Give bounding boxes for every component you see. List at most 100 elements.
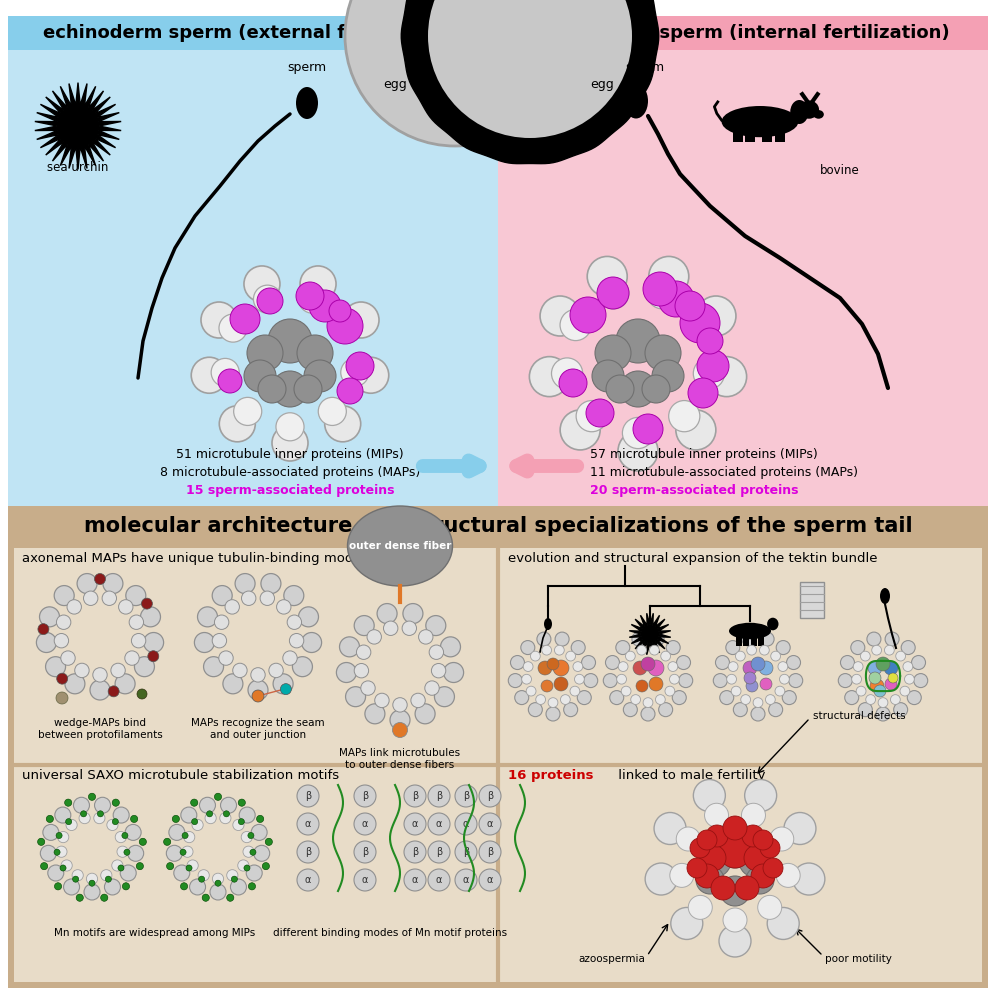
Circle shape	[219, 405, 255, 442]
Circle shape	[595, 335, 631, 371]
Bar	[8, 506, 988, 546]
Circle shape	[660, 651, 670, 661]
Circle shape	[61, 860, 73, 872]
Bar	[733, 124, 743, 142]
Circle shape	[361, 681, 375, 695]
Circle shape	[625, 651, 635, 661]
Circle shape	[784, 813, 816, 845]
Circle shape	[606, 655, 620, 669]
Text: azoospermia: azoospermia	[578, 954, 645, 964]
Circle shape	[235, 574, 255, 594]
Circle shape	[268, 319, 312, 363]
Circle shape	[913, 673, 927, 687]
Circle shape	[257, 288, 283, 314]
Circle shape	[283, 651, 297, 665]
Circle shape	[183, 832, 195, 843]
Circle shape	[64, 878, 80, 895]
Circle shape	[55, 807, 71, 823]
Circle shape	[641, 707, 655, 721]
Circle shape	[354, 869, 376, 891]
Circle shape	[745, 780, 777, 812]
Circle shape	[122, 833, 127, 839]
Circle shape	[118, 865, 124, 872]
Circle shape	[265, 839, 273, 846]
Circle shape	[690, 838, 710, 858]
Circle shape	[575, 674, 585, 684]
Circle shape	[233, 663, 247, 677]
Circle shape	[538, 661, 552, 675]
Circle shape	[203, 656, 223, 676]
Circle shape	[890, 694, 900, 704]
Text: β: β	[305, 847, 311, 857]
Circle shape	[230, 878, 246, 895]
Circle shape	[355, 663, 369, 678]
Ellipse shape	[721, 106, 799, 137]
Circle shape	[841, 655, 855, 669]
Circle shape	[403, 604, 423, 623]
Circle shape	[340, 636, 360, 656]
Circle shape	[746, 866, 774, 894]
Circle shape	[199, 797, 215, 814]
Circle shape	[244, 266, 280, 302]
Circle shape	[743, 661, 757, 675]
Circle shape	[243, 847, 254, 858]
Circle shape	[869, 672, 881, 684]
Bar	[751, 634, 757, 645]
Circle shape	[40, 846, 57, 862]
Circle shape	[719, 925, 751, 957]
Circle shape	[622, 417, 653, 448]
Ellipse shape	[814, 111, 824, 119]
Circle shape	[668, 400, 700, 431]
Text: egg: egg	[590, 78, 614, 91]
Circle shape	[123, 882, 129, 889]
Text: β: β	[362, 847, 369, 857]
Circle shape	[38, 839, 45, 846]
Circle shape	[582, 655, 596, 669]
Circle shape	[95, 797, 111, 814]
Circle shape	[610, 690, 623, 704]
Circle shape	[592, 360, 624, 392]
Circle shape	[753, 830, 773, 850]
Circle shape	[744, 845, 770, 871]
Circle shape	[719, 836, 751, 868]
Circle shape	[214, 615, 229, 629]
Circle shape	[103, 591, 117, 606]
Text: universal SAXO microtubule stabilization motifs: universal SAXO microtubule stabilization…	[22, 769, 339, 782]
Circle shape	[346, 686, 366, 707]
Circle shape	[40, 607, 60, 626]
Circle shape	[645, 863, 677, 895]
Circle shape	[428, 841, 450, 863]
Circle shape	[588, 256, 627, 297]
Circle shape	[169, 825, 185, 841]
Circle shape	[540, 296, 580, 336]
Circle shape	[854, 661, 863, 671]
Circle shape	[769, 702, 783, 717]
Circle shape	[215, 880, 221, 886]
Circle shape	[758, 895, 782, 919]
Circle shape	[554, 677, 568, 691]
Circle shape	[227, 894, 234, 901]
Circle shape	[238, 860, 249, 872]
Circle shape	[669, 674, 679, 684]
Circle shape	[143, 632, 163, 652]
Circle shape	[212, 586, 232, 606]
Circle shape	[116, 832, 126, 843]
Circle shape	[778, 661, 788, 671]
Ellipse shape	[767, 618, 779, 630]
Circle shape	[876, 707, 890, 721]
Text: linked to male fertility: linked to male fertility	[614, 769, 766, 782]
Circle shape	[542, 645, 552, 655]
Circle shape	[641, 657, 655, 671]
Circle shape	[248, 882, 256, 889]
Circle shape	[84, 884, 100, 900]
Circle shape	[166, 846, 182, 862]
Circle shape	[685, 310, 716, 341]
Text: α: α	[362, 819, 369, 829]
Circle shape	[67, 600, 82, 615]
Text: structural defects: structural defects	[813, 711, 905, 721]
Circle shape	[425, 681, 439, 695]
Circle shape	[296, 282, 324, 310]
Circle shape	[377, 604, 397, 623]
Circle shape	[731, 686, 741, 696]
Text: β: β	[412, 791, 418, 801]
